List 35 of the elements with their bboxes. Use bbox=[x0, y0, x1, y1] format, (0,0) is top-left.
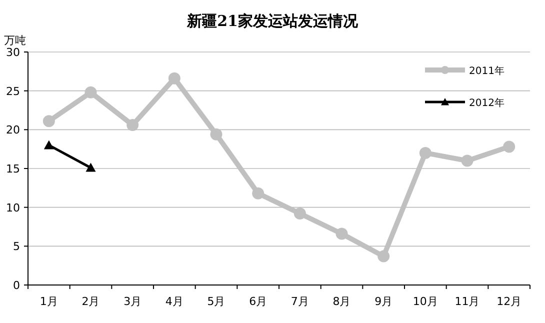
x-tick-label: 2月 bbox=[82, 295, 100, 308]
x-tick-label: 6月 bbox=[249, 295, 268, 308]
legend-label: 2011年 bbox=[469, 65, 504, 77]
y-axis-title: 万吨 bbox=[4, 34, 26, 47]
x-tick-label: 3月 bbox=[124, 295, 142, 308]
x-tick-label: 9月 bbox=[374, 295, 393, 308]
y-tick-label: 20 bbox=[6, 124, 20, 137]
point bbox=[294, 208, 306, 220]
point bbox=[419, 146, 432, 159]
point bbox=[126, 119, 139, 132]
point bbox=[461, 154, 474, 167]
point bbox=[336, 228, 348, 240]
y-tick-label: 0 bbox=[13, 279, 20, 292]
x-tick-label: 8月 bbox=[332, 295, 351, 308]
legend-label: 2012年 bbox=[469, 97, 504, 109]
point bbox=[252, 187, 264, 200]
point bbox=[42, 115, 55, 128]
x-tick-label: 1月 bbox=[40, 295, 58, 308]
x-tick-label: 7月 bbox=[290, 295, 309, 308]
point bbox=[210, 128, 222, 140]
y-tick-label: 25 bbox=[6, 84, 20, 98]
point bbox=[168, 72, 180, 84]
x-tick-label: 5月 bbox=[207, 295, 226, 308]
x-tick-label: 11月 bbox=[454, 295, 480, 308]
x-tick-label: 4月 bbox=[165, 295, 184, 308]
x-tick-label: 10月 bbox=[412, 295, 438, 308]
point bbox=[503, 140, 516, 153]
y-tick-label: 5 bbox=[13, 240, 20, 254]
chart-title: 新疆21家发运站发运情况 bbox=[186, 12, 359, 30]
y-tick-label: 15 bbox=[6, 162, 20, 176]
x-tick-label: 12月 bbox=[496, 295, 522, 308]
point bbox=[378, 250, 390, 262]
y-tick-label: 30 bbox=[6, 46, 20, 59]
point bbox=[84, 86, 97, 98]
y-tick-label: 10 bbox=[6, 201, 20, 214]
